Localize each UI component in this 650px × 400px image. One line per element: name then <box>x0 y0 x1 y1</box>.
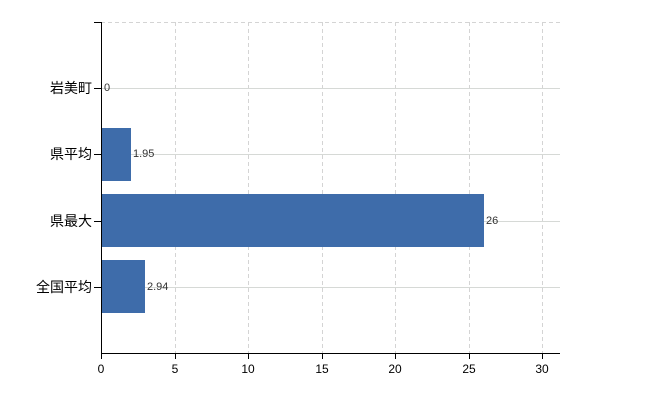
gridline-horizontal <box>101 287 560 288</box>
category-label: 全国平均 <box>36 279 92 295</box>
category-label: 県平均 <box>50 146 92 162</box>
x-axis-line <box>101 353 560 354</box>
gridline-vertical <box>542 22 543 353</box>
y-axis-tick <box>94 221 101 222</box>
x-axis-tick <box>101 354 102 359</box>
gridline-horizontal <box>101 88 560 89</box>
gridline-vertical <box>322 22 323 353</box>
x-tick-label: 20 <box>388 362 402 376</box>
y-axis-tick <box>94 287 101 288</box>
bar-3 <box>102 194 484 247</box>
x-axis-tick <box>248 354 249 359</box>
y-axis-tick <box>94 154 101 155</box>
category-label: 岩美町 <box>50 80 92 96</box>
value-label: 2.94 <box>147 281 169 293</box>
x-axis-tick <box>469 354 470 359</box>
y-axis-tick <box>94 22 101 23</box>
x-axis-tick <box>175 354 176 359</box>
x-axis-tick <box>395 354 396 359</box>
y-axis-line <box>101 22 102 354</box>
gridline-vertical <box>175 22 176 353</box>
x-tick-label: 25 <box>462 362 476 376</box>
category-label: 県最大 <box>50 213 92 229</box>
x-tick-label: 0 <box>97 362 105 376</box>
x-tick-label: 30 <box>535 362 549 376</box>
value-label: 1.95 <box>133 148 155 160</box>
gridline-vertical <box>248 22 249 353</box>
bar-2 <box>102 128 131 181</box>
plot-top-border <box>101 22 560 23</box>
x-axis-tick <box>542 354 543 359</box>
value-label: 26 <box>486 215 499 227</box>
value-label: 0 <box>104 82 111 94</box>
gridline-vertical <box>395 22 396 353</box>
x-axis-tick <box>322 354 323 359</box>
gridline-horizontal <box>101 154 560 155</box>
bar-4 <box>102 260 145 313</box>
x-tick-label: 5 <box>171 362 179 376</box>
y-axis-tick <box>94 88 101 89</box>
gridline-vertical <box>469 22 470 353</box>
x-tick-label: 15 <box>315 362 329 376</box>
x-tick-label: 10 <box>241 362 255 376</box>
